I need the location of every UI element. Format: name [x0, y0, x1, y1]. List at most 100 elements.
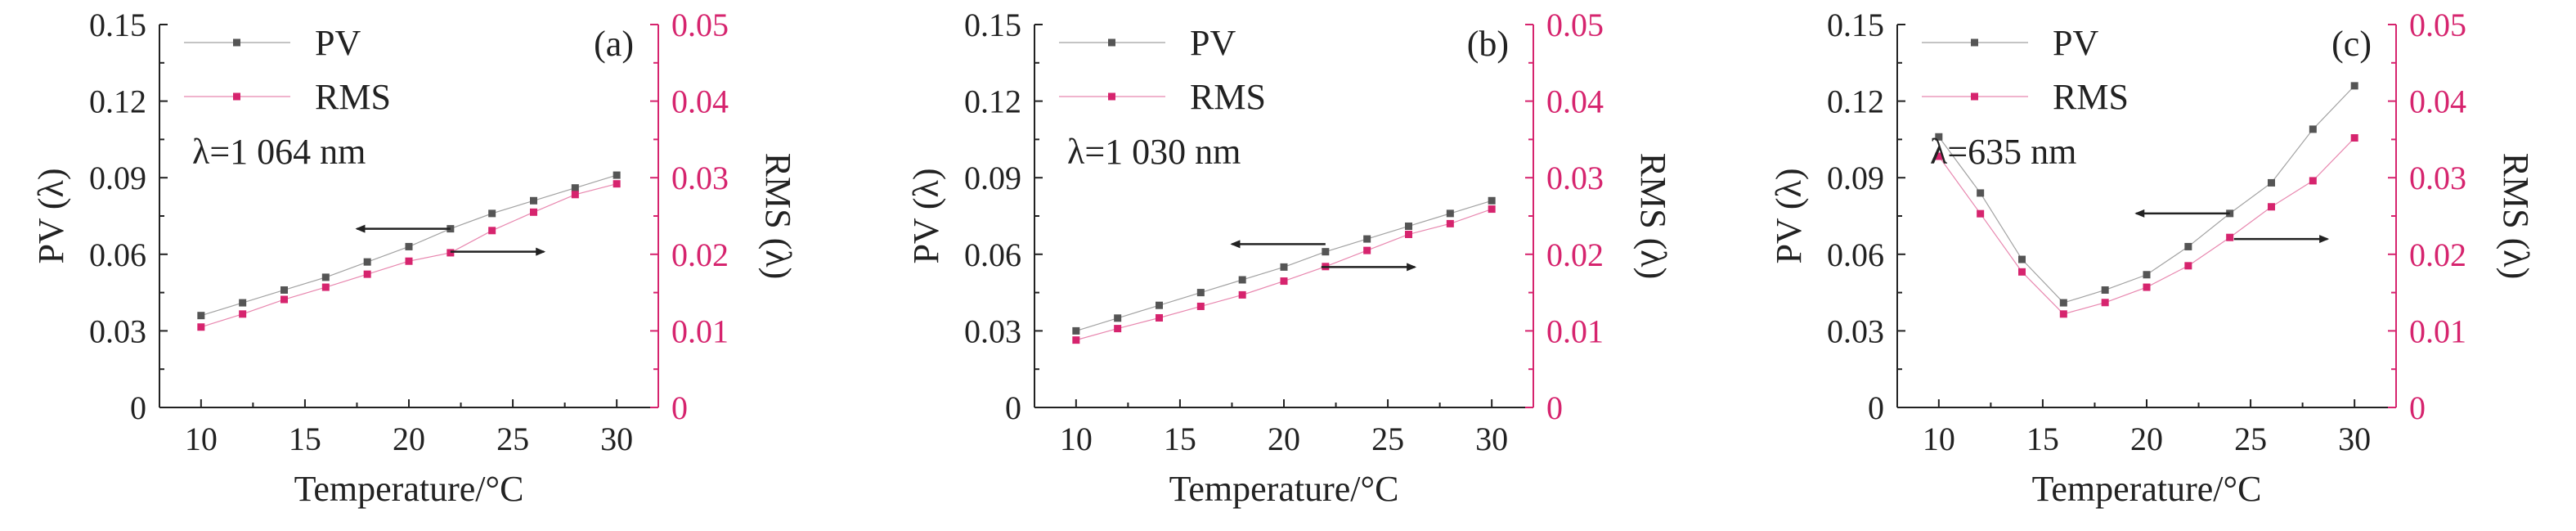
y2-tick-label: 0.02: [671, 236, 729, 273]
rms-point: [2143, 283, 2151, 291]
rms-point: [1114, 325, 1122, 333]
y2-tick-label: 0.03: [671, 160, 729, 196]
rms-point: [2268, 203, 2275, 211]
x-tick-label: 25: [2234, 421, 2267, 457]
rms-point: [321, 283, 330, 291]
pv-point: [280, 286, 288, 294]
pv-point: [2018, 255, 2026, 263]
y2-axis-label: RMS (λ): [2496, 153, 2536, 280]
rms-point: [1280, 277, 1288, 286]
y2-tick-label: 0.04: [671, 83, 729, 120]
x-tick-label: 15: [2026, 421, 2059, 457]
legend-label: PV: [1190, 23, 1236, 63]
rms-point: [1488, 205, 1496, 214]
pv-point: [239, 299, 247, 307]
pv-point: [197, 312, 205, 320]
y2-tick-label: 0.05: [1546, 7, 1604, 43]
rms-point: [1977, 209, 1985, 218]
y2-tick-label: 0.04: [1546, 83, 1604, 120]
x-tick-label: 10: [1923, 421, 1955, 457]
y-tick-label: 0.12: [1827, 83, 1884, 120]
y-tick-label: 0.06: [89, 236, 146, 273]
panel-label: (c): [2331, 24, 2372, 64]
wavelength-annotation: λ=1 030 nm: [1067, 132, 1241, 172]
rms-point: [1405, 230, 1412, 238]
rms-point: [239, 310, 247, 318]
y-tick-label: 0: [130, 389, 146, 426]
x-axis-label: Temperature/°C: [1169, 469, 1399, 509]
legend-label: RMS: [2053, 77, 2129, 117]
pv-point: [2059, 299, 2067, 307]
y-tick-label: 0.06: [964, 236, 1021, 273]
legend-label: RMS: [1190, 77, 1266, 117]
legend-marker: [1108, 38, 1115, 47]
rms-point: [405, 257, 413, 265]
pv-point: [2350, 82, 2358, 90]
pv-point: [530, 196, 537, 205]
pv-point: [1072, 326, 1080, 335]
y-axis-label: PV (λ): [906, 168, 946, 263]
rms-point: [2184, 262, 2192, 270]
rms-point: [1196, 302, 1205, 310]
x-tick-label: 10: [185, 421, 218, 457]
x-tick-label: 30: [1475, 421, 1508, 457]
rms-point: [1156, 313, 1163, 322]
x-tick-label: 30: [2338, 421, 2371, 457]
x-axis-label: Temperature/°C: [294, 469, 524, 509]
rms-point: [1446, 219, 1454, 227]
panel-label: (b): [1467, 24, 1509, 64]
rms-point: [1935, 152, 1943, 160]
rms-point: [571, 191, 579, 199]
x-tick-label: 20: [1268, 421, 1300, 457]
y-tick-label: 0.12: [964, 83, 1021, 120]
pv-point: [405, 242, 413, 250]
x-tick-label: 25: [496, 421, 529, 457]
y2-tick-label: 0.05: [671, 7, 729, 43]
legend-marker: [233, 92, 240, 101]
pv-point: [2101, 286, 2109, 294]
legend-marker: [1971, 92, 1978, 101]
x-tick-label: 15: [289, 421, 321, 457]
y-tick-label: 0.09: [964, 160, 1021, 196]
x-tick-label: 20: [2130, 421, 2163, 457]
y-tick-label: 0.09: [1827, 160, 1884, 196]
rms-point: [280, 295, 288, 304]
rms-point: [197, 323, 205, 331]
rms-point: [363, 270, 371, 278]
pv-point: [1322, 248, 1330, 256]
series-line-rms: [200, 183, 617, 328]
x-axis-label: Temperature/°C: [2032, 469, 2262, 509]
pv-point: [1935, 133, 1943, 141]
y-tick-label: 0.03: [964, 313, 1021, 349]
pv-point: [2268, 178, 2275, 187]
y-tick-label: 0.09: [89, 160, 146, 196]
legend-label: PV: [2053, 23, 2098, 63]
pv-point: [321, 273, 330, 281]
y2-tick-label: 0: [1546, 389, 1563, 426]
rms-point: [2018, 268, 2026, 276]
legend-marker: [233, 38, 240, 47]
rms-point: [2059, 310, 2067, 318]
rms-point: [530, 208, 537, 216]
pv-point: [1405, 222, 1412, 230]
pv-point: [1114, 314, 1122, 322]
pv-point: [488, 209, 496, 218]
legend-marker: [1971, 38, 1978, 47]
pv-point: [1280, 263, 1288, 271]
pv-point: [1156, 301, 1163, 309]
pv-point: [571, 184, 579, 192]
y-axis-label: PV (λ): [31, 168, 71, 263]
rms-point: [1238, 290, 1246, 299]
x-tick-label: 10: [1060, 421, 1093, 457]
chart-panel-c: 0 0.03 0.06 0.09 0.12 0.15 0 0.01 0.02 0.03 0.04 0.…: [1769, 7, 2536, 509]
legend-label: RMS: [315, 77, 391, 117]
x-tick-label: 15: [1164, 421, 1196, 457]
series-line-rms: [1075, 209, 1492, 341]
y-tick-label: 0.03: [89, 313, 146, 349]
y2-tick-label: 0.01: [1546, 313, 1604, 349]
pv-point: [2143, 271, 2151, 279]
chart-panel-a: 0 0.03 0.06 0.09 0.12 0.15 0 0.01 0.02 0.03 0.04 0.…: [31, 7, 798, 509]
pv-point: [1363, 235, 1371, 243]
pv-point: [1446, 209, 1454, 218]
